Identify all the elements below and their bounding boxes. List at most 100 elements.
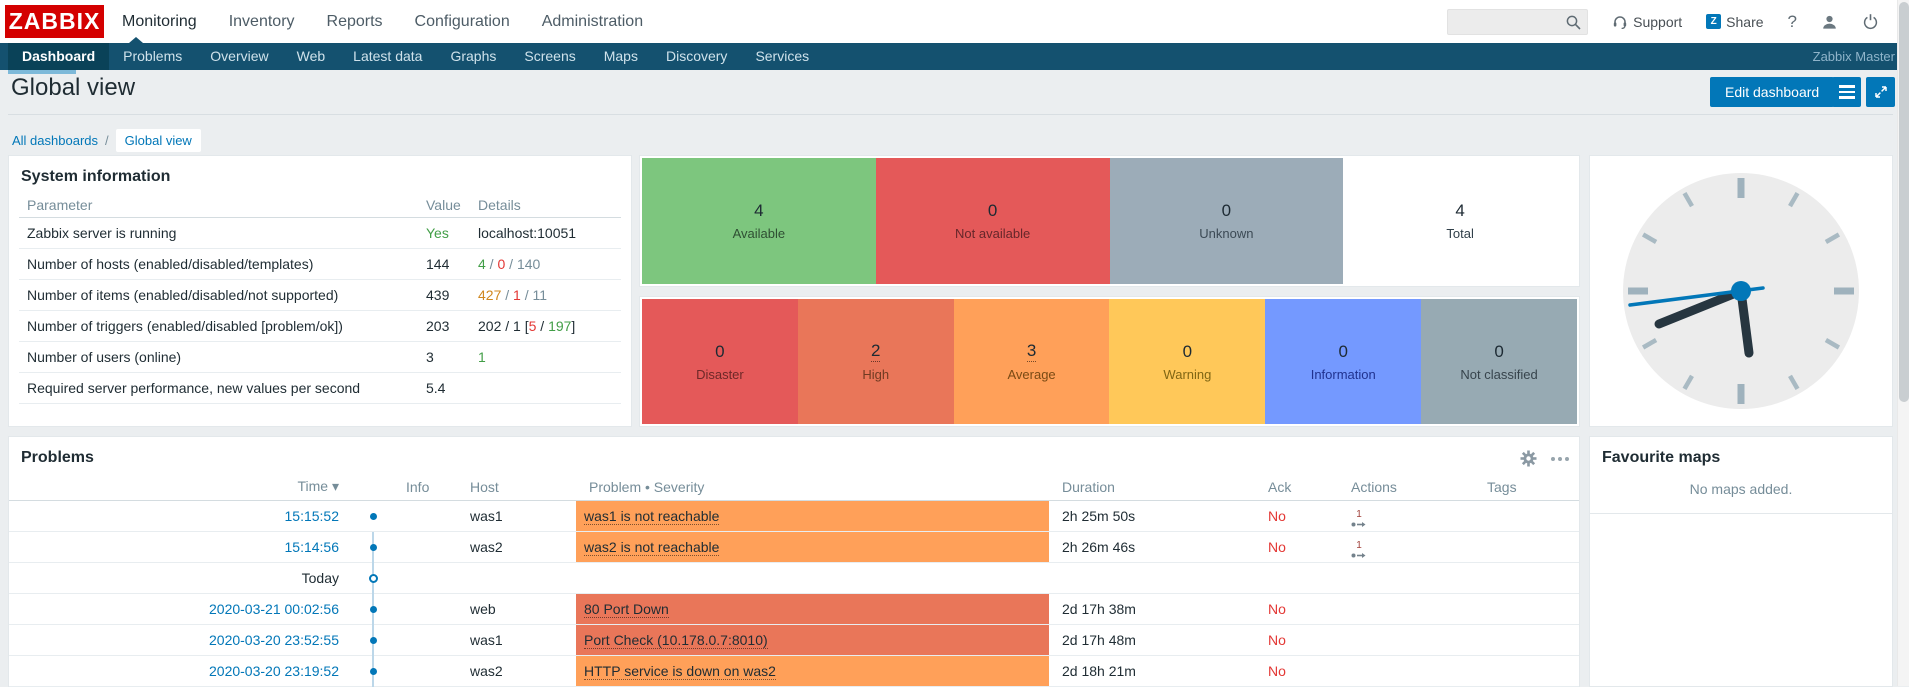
support-link[interactable]: Support — [1612, 14, 1682, 30]
zabbix-share-icon: Z — [1706, 14, 1722, 29]
dashboard-menu-button[interactable] — [1832, 77, 1861, 107]
system-information-widget: System information Parameter Value Detai… — [8, 155, 632, 427]
empty-message: No maps added. — [1689, 481, 1793, 497]
widget-title: Favourite maps — [1602, 449, 1721, 466]
subnav-item-services[interactable]: Services — [755, 48, 810, 64]
col-tags: Tags — [1487, 478, 1517, 495]
host-link[interactable]: was1 — [470, 632, 503, 648]
problem-link[interactable]: HTTP service is down on was2 — [584, 662, 776, 680]
ack-link[interactable]: No — [1268, 632, 1286, 648]
details: 202 / 1 [5 / 197] — [478, 318, 576, 334]
header-divider — [8, 114, 1893, 115]
tile-count-link[interactable]: 3 — [1026, 341, 1037, 362]
vertical-scrollbar[interactable] — [1897, 0, 1909, 686]
global-search — [1447, 8, 1589, 35]
tile-count: 4 — [754, 201, 764, 220]
problem-link[interactable]: was1 is not reachable — [584, 507, 720, 525]
problem-time-link[interactable]: 2020-03-21 00:02:56 — [209, 601, 339, 617]
problems-widget: Problems Time ▾ — [8, 436, 1580, 687]
subnav-item-latest-data[interactable]: Latest data — [353, 48, 423, 64]
subnav-item-overview[interactable]: Overview — [210, 48, 269, 64]
sort-desc-icon: ▾ — [331, 478, 339, 494]
breadcrumb-all-dashboards[interactable]: All dashboards — [12, 133, 98, 148]
widget-title: System information — [21, 168, 171, 185]
tile-count: 0 — [987, 201, 998, 220]
host-availability-widget: 4 Available 0 Not available 0 Unknown 4 … — [639, 155, 1580, 287]
problem-link[interactable]: 80 Port Down — [584, 600, 669, 618]
tile-label: Average — [1007, 367, 1056, 382]
tile-count: 0 — [1494, 341, 1504, 361]
top-bar-actions: Support Z Share ? — [1447, 0, 1879, 43]
nav-item-administration[interactable]: Administration — [541, 12, 644, 30]
parameter-label: Number of users (online) — [27, 349, 182, 365]
support-label: Support — [1633, 13, 1683, 30]
severity-tile-warning: 0 Warning — [1109, 299, 1266, 424]
favourite-maps-widget: Favourite maps No maps added. — [1589, 436, 1893, 687]
problem-time-link[interactable]: 15:14:56 — [284, 539, 340, 555]
tile-label: High — [862, 367, 890, 382]
logout-icon[interactable] — [1862, 13, 1879, 30]
subnav-item-discovery[interactable]: Discovery — [665, 48, 728, 64]
timeline-marker — [353, 563, 393, 593]
col-duration: Duration — [1062, 478, 1115, 495]
message-action-icon[interactable]: 1 — [1351, 510, 1367, 528]
host-link[interactable]: web — [470, 601, 496, 617]
user-profile-icon[interactable] — [1821, 14, 1838, 30]
subnav-item-screens[interactable]: Screens — [524, 48, 576, 64]
tile-count: 0 — [1221, 201, 1232, 220]
subnav-item-graphs[interactable]: Graphs — [450, 48, 497, 64]
help-button[interactable]: ? — [1787, 11, 1797, 31]
scrollbar-thumb[interactable] — [1899, 2, 1909, 402]
col-problem-severity: Problem • Severity — [589, 478, 705, 495]
ack-link[interactable]: No — [1268, 508, 1286, 524]
col-ack: Ack — [1268, 478, 1292, 495]
system-information-table: Parameter Value Details Zabbix server is… — [19, 192, 621, 404]
top-bar: ZABBIX Monitoring Inventory Reports Conf… — [0, 0, 1909, 43]
problem-time-link[interactable]: 2020-03-20 23:52:55 — [209, 632, 339, 648]
fullscreen-button[interactable] — [1866, 77, 1895, 107]
timeline-ring-icon — [368, 573, 378, 583]
problem-duration: 2h 25m 50s — [1062, 508, 1136, 524]
availability-tile-available: 4 Available — [642, 158, 876, 284]
ack-link[interactable]: No — [1268, 601, 1286, 617]
problem-time-link[interactable]: 2020-03-20 23:19:52 — [209, 663, 339, 679]
headset-icon — [1613, 16, 1627, 29]
widget-menu-icon[interactable] — [1551, 456, 1569, 461]
value: 203 — [426, 318, 450, 334]
ack-link[interactable]: No — [1268, 663, 1286, 679]
host-link[interactable]: was1 — [470, 508, 503, 524]
nav-item-reports[interactable]: Reports — [326, 12, 383, 30]
share-link[interactable]: Z Share — [1706, 13, 1764, 30]
breadcrumb-current[interactable]: Global view — [115, 129, 201, 152]
subnav-item-dashboard[interactable]: Dashboard — [8, 43, 110, 70]
gear-icon[interactable] — [1520, 450, 1537, 467]
search-input[interactable] — [1448, 9, 1588, 34]
parameter-label: Number of items (enabled/disabled/not su… — [27, 287, 339, 303]
edit-dashboard-button[interactable]: Edit dashboard — [1710, 77, 1835, 107]
subnav-item-problems[interactable]: Problems — [123, 48, 183, 64]
problem-link[interactable]: Port Check (10.178.0.7:8010) — [584, 631, 768, 649]
problem-link[interactable]: was2 is not reachable — [584, 538, 720, 556]
problem-severity-cell: was1 is not reachable — [576, 501, 1049, 531]
search-icon[interactable] — [1565, 14, 1582, 31]
ack-link[interactable]: No — [1268, 539, 1286, 555]
share-label: Share — [1726, 13, 1764, 30]
host-link[interactable]: was2 — [470, 663, 503, 679]
details: 4 / 0 / 140 — [478, 256, 541, 272]
message-action-icon[interactable]: 1 — [1351, 541, 1367, 559]
severity-tile-information: 0 Information — [1265, 299, 1422, 424]
problem-severity-cell: Port Check (10.178.0.7:8010) — [576, 625, 1049, 655]
col-time[interactable]: Time ▾ — [297, 478, 339, 494]
nav-item-inventory[interactable]: Inventory — [228, 12, 295, 30]
problem-time-link[interactable]: 15:15:52 — [284, 508, 340, 524]
tile-label: Not available — [955, 226, 1031, 241]
subnav-item-maps[interactable]: Maps — [603, 48, 638, 64]
nav-item-configuration[interactable]: Configuration — [414, 12, 510, 30]
zabbix-logo[interactable]: ZABBIX — [5, 5, 104, 38]
clock-widget — [1589, 155, 1893, 427]
timeline-marker — [353, 532, 393, 562]
nav-item-monitoring[interactable]: Monitoring — [122, 12, 197, 30]
subnav-item-web[interactable]: Web — [296, 48, 326, 64]
host-link[interactable]: was2 — [470, 539, 503, 555]
tile-count-link[interactable]: 2 — [871, 341, 881, 362]
